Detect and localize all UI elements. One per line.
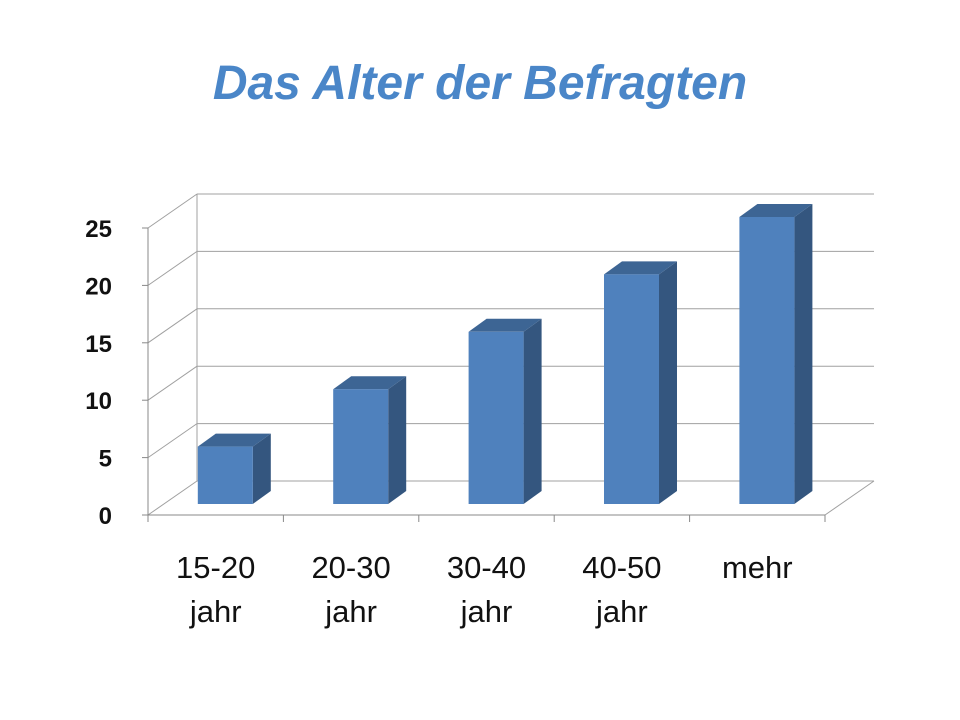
axes: [142, 227, 826, 522]
x-tick-label-line: 15-20: [176, 550, 255, 585]
bar: [604, 261, 677, 504]
bar-front: [468, 331, 524, 504]
y-tick-label: 0: [99, 503, 112, 530]
x-tick-label-line: 20-30: [311, 550, 390, 585]
x-tick-label-line: jahr: [595, 594, 648, 629]
x-tick-label: 15-20 jahr: [176, 550, 255, 629]
bars: [197, 204, 813, 504]
y-tick-label: 10: [85, 388, 112, 415]
gridline-side: [147, 423, 198, 459]
bar-front: [604, 274, 659, 504]
x-tick-label: 20-30 jahr: [311, 550, 390, 629]
bar-top: [468, 318, 542, 332]
x-tick-label-line: 40-50: [582, 550, 661, 585]
gridline-side: [147, 250, 198, 286]
bar-side: [659, 261, 677, 504]
bar-front: [333, 389, 389, 504]
x-tick-label: mehr: [722, 550, 793, 585]
x-tick-label-line: mehr: [722, 550, 793, 585]
gridline-side: [147, 365, 198, 401]
gridline-side: [147, 308, 198, 344]
x-tick-label: 30-40 jahr: [447, 550, 526, 629]
y-tick-label: 20: [85, 273, 112, 300]
bar-front: [739, 217, 795, 504]
x-tick-label-line: jahr: [189, 594, 242, 629]
x-tick-label: 40-50 jahr: [582, 550, 661, 629]
bar-side: [523, 318, 542, 504]
bar: [468, 318, 542, 504]
gridline-side: [147, 480, 198, 516]
y-tick-label: 25: [85, 216, 112, 243]
bar-front: [197, 446, 253, 504]
bar-side: [388, 376, 407, 504]
y-tick-label: 5: [99, 446, 112, 473]
gridline-side: [147, 193, 198, 229]
x-tick-label-line: 30-40: [447, 550, 526, 585]
bar-side: [794, 204, 813, 504]
x-tick-label-line: jahr: [324, 594, 377, 629]
bar-side: [252, 433, 271, 504]
chart-title: Das Alter der Befragten: [212, 57, 748, 110]
bar: [197, 433, 271, 504]
bar: [333, 376, 407, 504]
bar: [739, 204, 813, 504]
y-tick-label: 15: [85, 331, 112, 358]
bar-top: [604, 261, 677, 275]
bar-top: [739, 204, 813, 217]
bar-top: [197, 433, 271, 447]
floor-right-edge: [824, 480, 875, 516]
bar-top: [333, 376, 407, 390]
x-tick-label-line: jahr: [460, 594, 513, 629]
